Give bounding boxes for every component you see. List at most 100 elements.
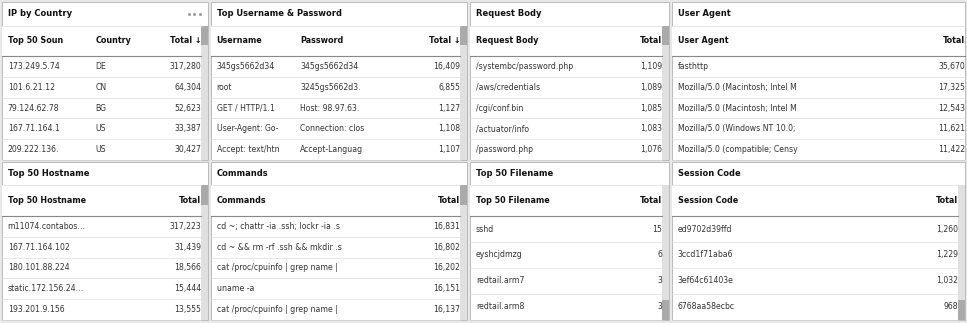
Text: Total: Total <box>640 196 662 205</box>
Text: cd ~ && rm -rf .ssh && mkdir .s: cd ~ && rm -rf .ssh && mkdir .s <box>217 243 341 252</box>
Bar <box>662 26 669 45</box>
Text: 193.201.9.156: 193.201.9.156 <box>8 305 65 314</box>
Text: 1,083: 1,083 <box>640 124 662 133</box>
Text: Request Body: Request Body <box>476 36 539 45</box>
Text: 167.71.164.1: 167.71.164.1 <box>8 124 60 133</box>
Text: Request Body: Request Body <box>476 9 542 18</box>
Text: 1,089: 1,089 <box>640 83 662 92</box>
Text: 1,032: 1,032 <box>936 276 958 286</box>
Text: /aws/credentials: /aws/credentials <box>476 83 540 92</box>
Text: US: US <box>96 124 105 133</box>
Text: 6,855: 6,855 <box>438 83 460 92</box>
Text: Mozilla/5.0 (Windows NT 10.0;: Mozilla/5.0 (Windows NT 10.0; <box>678 124 796 133</box>
Text: 1,109: 1,109 <box>640 62 662 71</box>
Text: 317,223: 317,223 <box>169 222 201 231</box>
Text: 317,280: 317,280 <box>169 62 201 71</box>
Text: 15,444: 15,444 <box>174 284 201 293</box>
Bar <box>460 185 467 205</box>
Text: 345gs5662d34: 345gs5662d34 <box>300 62 359 71</box>
Text: 6768aa58ecbc: 6768aa58ecbc <box>678 302 735 311</box>
Text: 1,260: 1,260 <box>936 224 958 234</box>
Text: uname -a: uname -a <box>217 284 254 293</box>
Text: root: root <box>217 83 232 92</box>
Text: 1,085: 1,085 <box>640 104 662 112</box>
Text: 1,229: 1,229 <box>936 250 958 259</box>
Bar <box>958 185 965 320</box>
Text: User Agent: User Agent <box>678 9 731 18</box>
Text: Top 50 Filename: Top 50 Filename <box>476 196 549 205</box>
Text: 12,543: 12,543 <box>938 104 965 112</box>
Text: 3: 3 <box>658 302 662 311</box>
Text: Connection: clos: Connection: clos <box>300 124 365 133</box>
Text: Commands: Commands <box>217 196 266 205</box>
Text: 3ccd1f71aba6: 3ccd1f71aba6 <box>678 250 733 259</box>
Text: 6: 6 <box>658 250 662 259</box>
Text: /password.php: /password.php <box>476 145 533 154</box>
Bar <box>672 26 965 56</box>
Text: Session Code: Session Code <box>678 169 741 178</box>
Text: Top 50 Hostname: Top 50 Hostname <box>8 196 86 205</box>
Text: Password: Password <box>300 36 343 45</box>
Bar <box>470 26 662 56</box>
Bar <box>2 26 201 56</box>
Text: Total ↓: Total ↓ <box>169 36 201 45</box>
Text: Accept: text/htn: Accept: text/htn <box>217 145 279 154</box>
Text: 11,621: 11,621 <box>938 124 965 133</box>
Text: Total: Total <box>640 36 662 45</box>
Text: 3: 3 <box>658 276 662 286</box>
Bar <box>2 185 201 216</box>
Text: 79.124.62.78: 79.124.62.78 <box>8 104 59 112</box>
Text: Commands: Commands <box>217 169 268 178</box>
Text: redtail.arm8: redtail.arm8 <box>476 302 524 311</box>
Bar <box>662 300 669 320</box>
Text: 17,325: 17,325 <box>938 83 965 92</box>
Text: BG: BG <box>96 104 106 112</box>
Bar <box>470 185 662 216</box>
Text: 11,422: 11,422 <box>938 145 965 154</box>
Text: 173.249.5.74: 173.249.5.74 <box>8 62 60 71</box>
Text: Total: Total <box>936 196 958 205</box>
Text: Top 50 Soun: Top 50 Soun <box>8 36 63 45</box>
Text: 1,108: 1,108 <box>438 124 460 133</box>
Text: 16,409: 16,409 <box>433 62 460 71</box>
Text: 101.6.21.12: 101.6.21.12 <box>8 83 55 92</box>
Text: /actuator/info: /actuator/info <box>476 124 529 133</box>
Text: redtail.arm7: redtail.arm7 <box>476 276 524 286</box>
Text: 13,555: 13,555 <box>174 305 201 314</box>
Bar <box>662 26 669 160</box>
Bar <box>211 162 467 320</box>
Bar <box>211 2 467 160</box>
Text: Mozilla/5.0 (Macintosh; Intel M: Mozilla/5.0 (Macintosh; Intel M <box>678 83 797 92</box>
Text: 1,076: 1,076 <box>640 145 662 154</box>
Bar <box>672 162 965 320</box>
Bar <box>672 185 958 216</box>
Text: IP by Country: IP by Country <box>8 9 72 18</box>
Bar <box>958 300 965 320</box>
Bar <box>201 26 208 160</box>
Text: Accept-Languag: Accept-Languag <box>300 145 364 154</box>
Text: 30,427: 30,427 <box>174 145 201 154</box>
Text: 3ef64c61403e: 3ef64c61403e <box>678 276 734 286</box>
Text: User-Agent: Go-: User-Agent: Go- <box>217 124 278 133</box>
Text: 31,439: 31,439 <box>174 243 201 252</box>
Text: Session Code: Session Code <box>678 196 738 205</box>
Text: 968: 968 <box>944 302 958 311</box>
Text: User Agent: User Agent <box>678 36 728 45</box>
Text: 33,387: 33,387 <box>174 124 201 133</box>
Text: Username: Username <box>217 36 262 45</box>
Bar <box>460 26 467 160</box>
Bar <box>201 185 208 205</box>
Bar <box>2 2 208 160</box>
Text: 16,137: 16,137 <box>433 305 460 314</box>
Text: /systembc/password.php: /systembc/password.php <box>476 62 572 71</box>
Bar <box>460 26 467 45</box>
Text: Country: Country <box>96 36 132 45</box>
Text: 167.71.164.102: 167.71.164.102 <box>8 243 70 252</box>
Text: 345gs5662d34: 345gs5662d34 <box>217 62 275 71</box>
Text: Total: Total <box>179 196 201 205</box>
Text: ed9702d39ffd: ed9702d39ffd <box>678 224 732 234</box>
Text: Top 50 Filename: Top 50 Filename <box>476 169 553 178</box>
Text: 209.222.136.: 209.222.136. <box>8 145 59 154</box>
Text: Mozilla/5.0 (compatible; Censy: Mozilla/5.0 (compatible; Censy <box>678 145 798 154</box>
Text: 3245gs5662d3.: 3245gs5662d3. <box>300 83 361 92</box>
